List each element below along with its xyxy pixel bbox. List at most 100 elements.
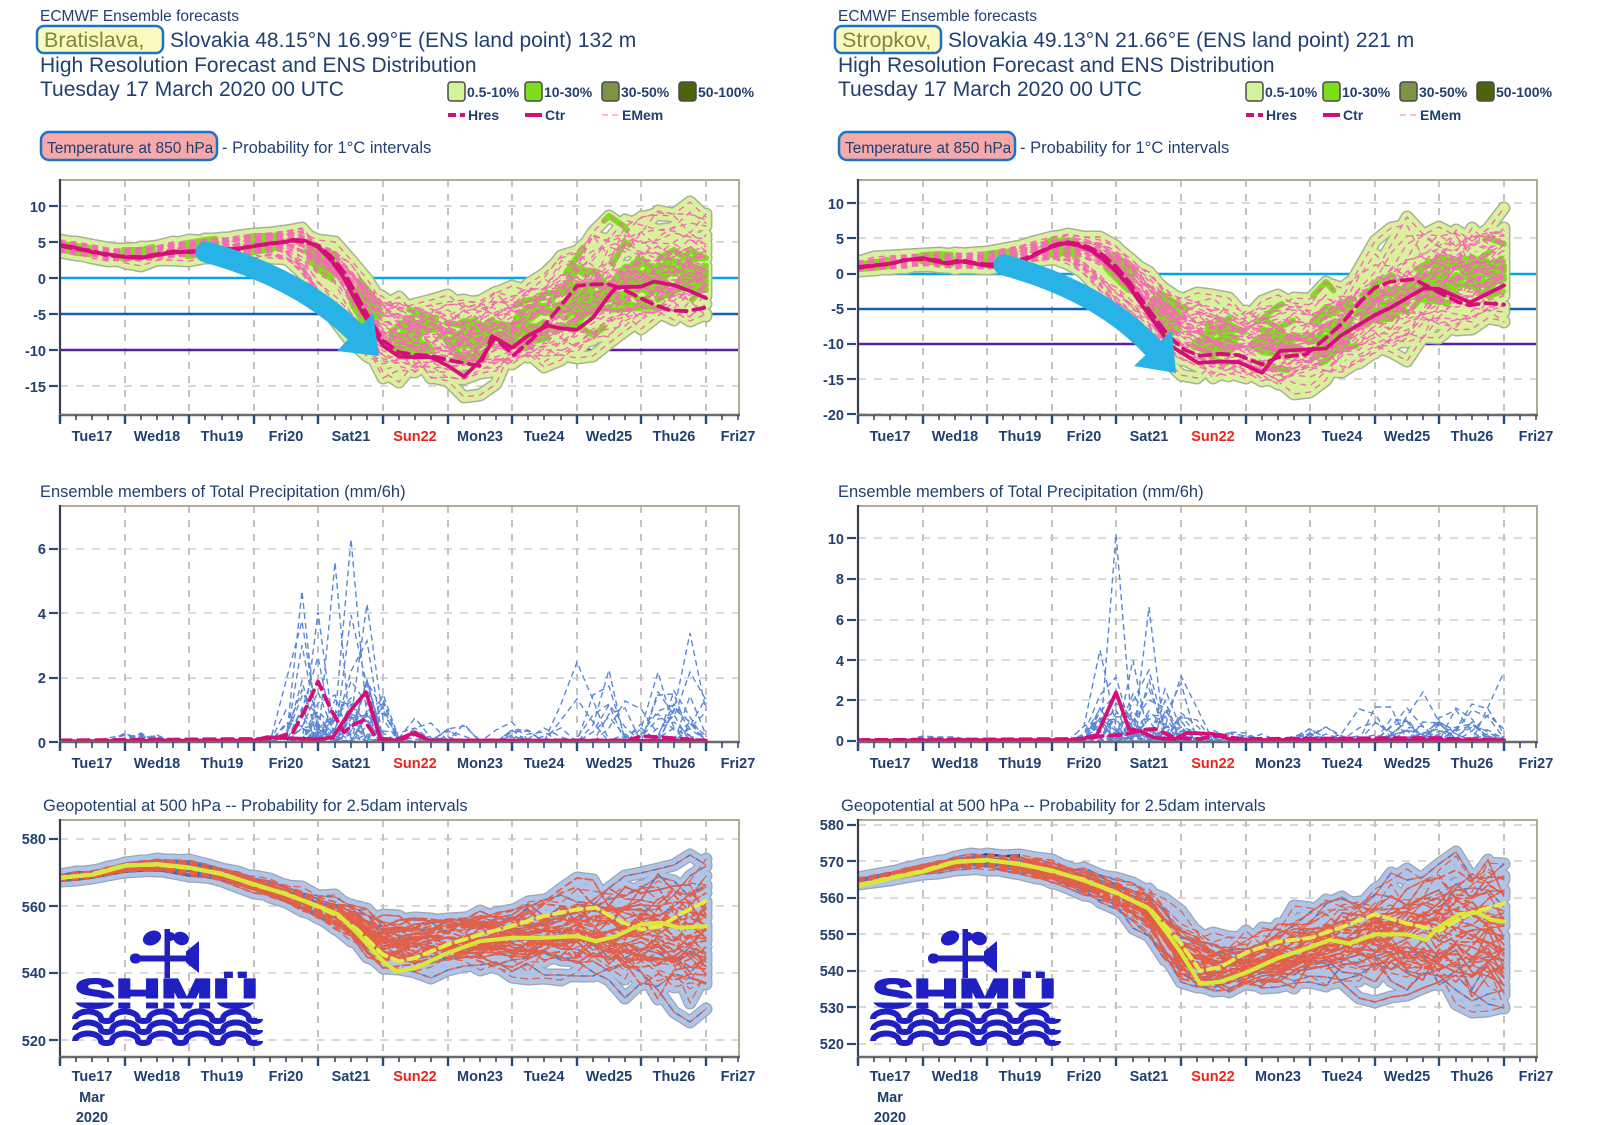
svg-text:580: 580 — [820, 818, 844, 834]
svg-text:Fri27: Fri27 — [721, 756, 756, 772]
svg-text:5: 5 — [836, 232, 844, 248]
svg-text:4: 4 — [38, 607, 46, 623]
svg-text:Tue17: Tue17 — [870, 1069, 911, 1085]
svg-text:Sun22: Sun22 — [393, 429, 437, 445]
svg-text:Mon23: Mon23 — [457, 429, 503, 445]
svg-text:2: 2 — [836, 694, 844, 710]
svg-text:Mon23: Mon23 — [1255, 756, 1301, 772]
svg-text:530: 530 — [820, 1001, 844, 1017]
svg-text:- Probability for 1°C interval: - Probability for 1°C intervals — [222, 139, 431, 157]
svg-text:Fri20: Fri20 — [269, 756, 304, 772]
svg-text:0.5-10%: 0.5-10% — [1265, 84, 1318, 100]
svg-text:Tue17: Tue17 — [870, 756, 911, 772]
svg-text:550: 550 — [820, 928, 844, 944]
svg-text:-5: -5 — [831, 302, 844, 318]
svg-text:Bratislava,: Bratislava, — [44, 28, 144, 52]
svg-text:Hres: Hres — [468, 107, 499, 123]
svg-text:Fri20: Fri20 — [269, 1069, 304, 1085]
svg-text:Thu26: Thu26 — [1451, 1069, 1494, 1085]
svg-text:Wed25: Wed25 — [1384, 756, 1430, 772]
svg-text:Thu19: Thu19 — [999, 756, 1042, 772]
svg-text:Ctr: Ctr — [1343, 107, 1364, 123]
svg-text:-10: -10 — [25, 344, 46, 360]
svg-text:Fri20: Fri20 — [1067, 756, 1102, 772]
svg-text:Sat21: Sat21 — [1130, 756, 1169, 772]
svg-text:Fri27: Fri27 — [1519, 1069, 1554, 1085]
svg-text:30-50%: 30-50% — [621, 84, 670, 100]
svg-text:Tue17: Tue17 — [72, 756, 113, 772]
svg-text:Sat21: Sat21 — [332, 1069, 371, 1085]
svg-text:50-100%: 50-100% — [1496, 84, 1553, 100]
svg-text:Geopotential at 500 hPa -- Pro: Geopotential at 500 hPa -- Probability f… — [841, 797, 1266, 815]
svg-text:Tue24: Tue24 — [524, 429, 565, 445]
svg-text:Fri20: Fri20 — [269, 429, 304, 445]
svg-text:Tuesday 17 March 2020 00 UTC: Tuesday 17 March 2020 00 UTC — [838, 78, 1142, 101]
svg-text:560: 560 — [820, 891, 844, 907]
svg-text:Wed25: Wed25 — [586, 1069, 632, 1085]
svg-text:Ctr: Ctr — [545, 107, 566, 123]
svg-text:Wed18: Wed18 — [134, 756, 180, 772]
svg-text:Slovakia 48.15°N 16.99°E (ENS: Slovakia 48.15°N 16.99°E (ENS land point… — [170, 29, 636, 52]
svg-text:2020: 2020 — [874, 1110, 906, 1125]
svg-text:Wed18: Wed18 — [932, 756, 978, 772]
svg-text:Temperature at 850 hPa: Temperature at 850 hPa — [845, 140, 1012, 157]
svg-text:Wed18: Wed18 — [134, 1069, 180, 1085]
svg-text:10: 10 — [30, 200, 46, 216]
svg-text:Fri27: Fri27 — [721, 429, 756, 445]
svg-text:-15: -15 — [823, 373, 844, 389]
svg-text:4: 4 — [836, 654, 844, 670]
svg-text:540: 540 — [820, 964, 844, 980]
svg-text:Thu26: Thu26 — [653, 756, 696, 772]
svg-text:Mon23: Mon23 — [457, 756, 503, 772]
svg-text:50-100%: 50-100% — [698, 84, 755, 100]
svg-text:Tue17: Tue17 — [870, 429, 911, 445]
svg-text:Thu19: Thu19 — [999, 429, 1042, 445]
svg-text:Tue24: Tue24 — [1322, 756, 1363, 772]
svg-text:Thu26: Thu26 — [1451, 756, 1494, 772]
svg-text:Tue24: Tue24 — [1322, 429, 1363, 445]
svg-text:0: 0 — [836, 734, 844, 750]
svg-text:Fri27: Fri27 — [721, 1069, 756, 1085]
svg-text:570: 570 — [820, 855, 844, 871]
svg-text:Fri20: Fri20 — [1067, 429, 1102, 445]
svg-text:Sun22: Sun22 — [1191, 1069, 1235, 1085]
svg-text:Mon23: Mon23 — [1255, 429, 1301, 445]
svg-text:Thu19: Thu19 — [201, 756, 244, 772]
svg-text:Fri27: Fri27 — [1519, 756, 1554, 772]
svg-text:Stropkov,: Stropkov, — [842, 28, 931, 52]
svg-text:Thu19: Thu19 — [999, 1069, 1042, 1085]
svg-text:Slovakia 49.13°N 21.66°E (ENS: Slovakia 49.13°N 21.66°E (ENS land point… — [948, 29, 1414, 52]
svg-text:Tue24: Tue24 — [1322, 1069, 1363, 1085]
svg-text:540: 540 — [22, 966, 46, 982]
svg-text:High Resolution Forecast and E: High Resolution Forecast and ENS Distrib… — [838, 54, 1275, 77]
svg-text:Sat21: Sat21 — [1130, 429, 1169, 445]
svg-text:Wed25: Wed25 — [586, 756, 632, 772]
svg-text:Mon23: Mon23 — [1255, 1069, 1301, 1085]
svg-text:High Resolution Forecast and E: High Resolution Forecast and ENS Distrib… — [40, 54, 477, 77]
svg-text:520: 520 — [22, 1034, 46, 1050]
svg-text:Sat21: Sat21 — [1130, 1069, 1169, 1085]
svg-text:Tue24: Tue24 — [524, 1069, 565, 1085]
svg-text:0: 0 — [836, 267, 844, 283]
svg-text:Ensemble members of Total Prec: Ensemble members of Total Precipitation … — [838, 483, 1204, 501]
svg-text:Thu26: Thu26 — [1451, 429, 1494, 445]
svg-text:Sun22: Sun22 — [1191, 756, 1235, 772]
svg-text:Sat21: Sat21 — [332, 429, 371, 445]
svg-text:2: 2 — [38, 671, 46, 687]
svg-text:Temperature at 850 hPa: Temperature at 850 hPa — [47, 140, 214, 157]
svg-text:6: 6 — [836, 613, 844, 629]
svg-text:Wed25: Wed25 — [1384, 429, 1430, 445]
svg-text:8: 8 — [836, 572, 844, 588]
svg-text:0: 0 — [38, 736, 46, 752]
svg-text:Wed18: Wed18 — [932, 1069, 978, 1085]
svg-text:Sun22: Sun22 — [393, 756, 437, 772]
svg-text:Wed18: Wed18 — [932, 429, 978, 445]
svg-text:10: 10 — [828, 532, 844, 548]
svg-text:Thu26: Thu26 — [653, 429, 696, 445]
svg-text:- Probability for 1°C interval: - Probability for 1°C intervals — [1020, 139, 1229, 157]
svg-text:-5: -5 — [33, 308, 46, 324]
svg-text:Fri20: Fri20 — [1067, 1069, 1102, 1085]
svg-text:Geopotential at 500 hPa -- Pro: Geopotential at 500 hPa -- Probability f… — [43, 797, 468, 815]
svg-text:Tue17: Tue17 — [72, 429, 113, 445]
svg-text:Wed25: Wed25 — [586, 429, 632, 445]
